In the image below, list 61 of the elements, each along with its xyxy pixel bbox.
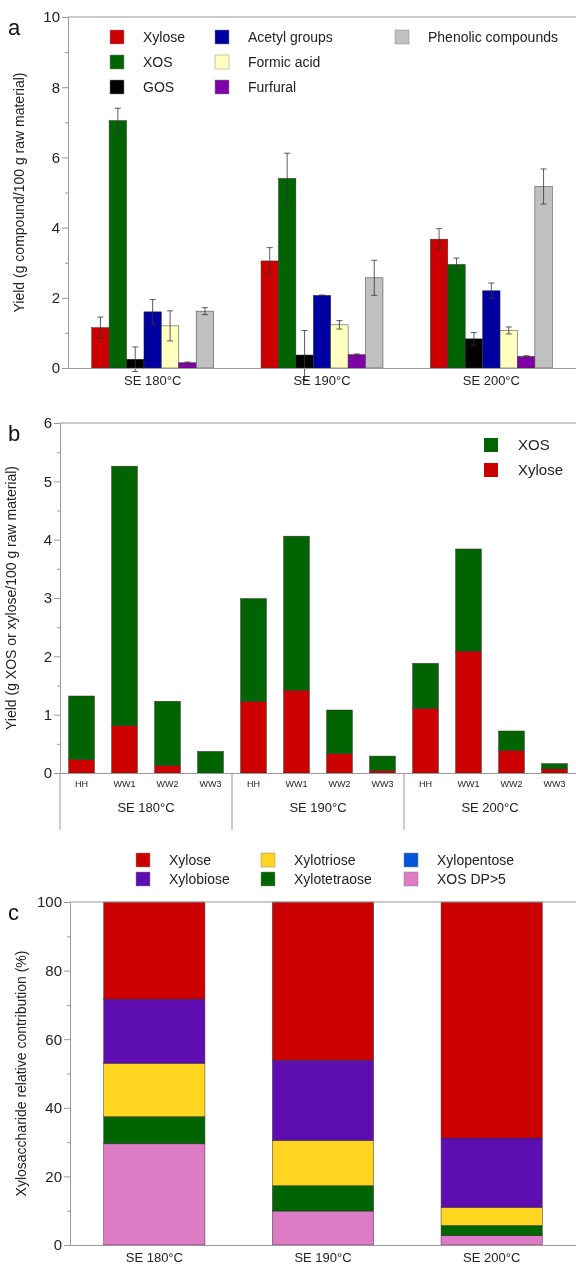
y-tick-label: 2 [43,647,52,665]
y-tick-label: 80 [45,961,62,979]
y-tick-label: 40 [45,1099,62,1117]
y-tick-label: 0 [51,359,60,377]
x-tick-label: WW1 [457,779,480,790]
legend-label: Xylose [169,852,212,868]
x-tick-label: SE 200°C [462,373,520,389]
y-tick-label: 5 [43,472,52,490]
x-tick-label: HH [75,779,88,790]
y-tick-label: 4 [51,218,60,236]
legend-label: Xylose [518,461,564,478]
y-axis-title: Yield (g XOS or xylose/100 g raw material) [3,465,19,731]
y-tick-label: 4 [43,530,52,548]
legend-label: XOS [143,54,173,70]
legend-label: Xylotetraose [294,871,373,887]
x-tick-label: SE 180°C [125,1250,183,1266]
x-tick-label: SE 200°C [463,1250,521,1266]
x-tick-label: HH [247,779,260,790]
legend-label: Xylotriose [294,852,356,868]
legend-label: XOS [518,436,550,453]
text: c [8,900,19,925]
text: SE 190°C [289,800,347,815]
y-tick-label: 8 [51,78,60,96]
y-tick-label: 0 [53,1236,62,1254]
x-tick-label: WW3 [371,779,394,790]
legend-label: Furfural [248,79,297,95]
x-tick-label: SE 190°C [294,1250,352,1266]
legend-label: GOS [143,79,175,95]
legend-label: Xylose [143,29,186,45]
legend-label: Xylobiose [169,871,230,887]
text: b [8,421,21,446]
x-tick-label: HH [419,779,432,790]
y-tick-label: 60 [45,1030,62,1048]
y-tick-label: 20 [45,1167,62,1185]
text: a [8,15,21,40]
legend-label: Acetyl groups [248,29,333,45]
x-tick-label: WW2 [500,779,523,790]
x-tick-label: WW1 [285,779,308,790]
y-tick-label: 10 [43,8,60,26]
legend-label: Formic acid [248,54,321,70]
x-tick-label: WW2 [156,779,179,790]
y-tick-label: 1 [43,705,52,723]
y-tick-label: 100 [36,893,62,911]
y-tick-label: 3 [43,589,52,607]
legend-label: Xylopentose [437,852,515,868]
x-tick-label: WW3 [199,779,222,790]
x-tick-label: WW1 [113,779,136,790]
y-tick-label: 2 [51,289,60,307]
y-tick-label: 6 [43,414,52,432]
legend-label: Phenolic compounds [428,29,558,45]
x-tick-label: WW2 [328,779,351,790]
y-axis-title: Yield (g compound/100 g raw material) [11,72,27,313]
legend-label: XOS DP>5 [437,871,507,887]
x-tick-label: SE 180°C [124,373,182,389]
y-tick-label: 6 [51,148,60,166]
x-tick-label: WW3 [543,779,566,790]
y-tick-label: 0 [43,764,52,782]
text: SE 180°C [117,800,175,815]
y-axis-title: Xylosaccharide relative contribution (%) [13,950,29,1197]
x-tick-label: SE 190°C [293,373,351,389]
text: SE 200°C [461,800,519,815]
